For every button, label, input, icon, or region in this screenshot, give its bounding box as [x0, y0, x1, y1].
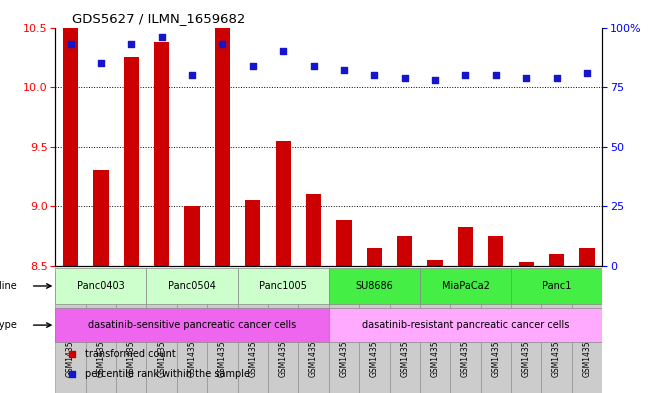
Point	[491, 72, 501, 78]
Bar	[154, 42, 169, 266]
Bar	[511, 268, 602, 304]
Bar	[420, 268, 511, 304]
Bar	[519, 262, 534, 266]
Text: percentile rank within the sample: percentile rank within the sample	[85, 369, 251, 379]
Bar	[245, 200, 260, 266]
Bar	[275, 141, 291, 266]
Point	[126, 41, 137, 47]
Bar	[367, 248, 382, 266]
Point	[460, 72, 471, 78]
Bar	[124, 57, 139, 266]
Bar	[337, 220, 352, 266]
Bar	[55, 308, 329, 342]
Point	[369, 72, 380, 78]
Bar	[428, 260, 443, 266]
Text: dasatinib-sensitive pancreatic cancer cells: dasatinib-sensitive pancreatic cancer ce…	[88, 320, 296, 330]
Point	[65, 41, 76, 47]
Text: MiaPaCa2: MiaPaCa2	[441, 281, 490, 291]
Point	[582, 70, 592, 76]
Point	[187, 72, 197, 78]
Point	[339, 67, 349, 73]
Point	[156, 34, 167, 40]
Text: transformed count: transformed count	[85, 349, 176, 359]
Bar	[329, 268, 420, 304]
Point	[66, 351, 77, 357]
Text: Panc0403: Panc0403	[77, 281, 125, 291]
Point	[400, 74, 410, 81]
Point	[217, 41, 228, 47]
Bar	[397, 236, 412, 266]
Text: cell line: cell line	[0, 281, 17, 291]
Text: Panc0504: Panc0504	[168, 281, 216, 291]
Text: cell type: cell type	[0, 320, 17, 330]
Point	[551, 74, 562, 81]
Point	[278, 48, 288, 55]
Text: SU8686: SU8686	[355, 281, 393, 291]
Text: GDS5627 / ILMN_1659682: GDS5627 / ILMN_1659682	[72, 12, 245, 25]
Bar	[93, 170, 109, 266]
Point	[247, 62, 258, 69]
Bar	[579, 248, 594, 266]
Point	[521, 74, 531, 81]
Point	[430, 77, 440, 83]
Bar	[215, 0, 230, 266]
Bar	[488, 236, 503, 266]
Text: dasatinib-resistant pancreatic cancer cells: dasatinib-resistant pancreatic cancer ce…	[362, 320, 569, 330]
Point	[66, 371, 77, 377]
Bar	[55, 268, 146, 304]
Bar	[238, 268, 329, 304]
Text: Panc1: Panc1	[542, 281, 572, 291]
Point	[96, 60, 106, 66]
Bar	[184, 206, 200, 266]
Bar	[146, 268, 238, 304]
Bar	[329, 308, 602, 342]
Bar	[306, 194, 321, 266]
Text: Panc1005: Panc1005	[259, 281, 307, 291]
Bar	[458, 228, 473, 266]
Bar	[549, 253, 564, 266]
Bar	[63, 0, 78, 266]
Point	[309, 62, 319, 69]
